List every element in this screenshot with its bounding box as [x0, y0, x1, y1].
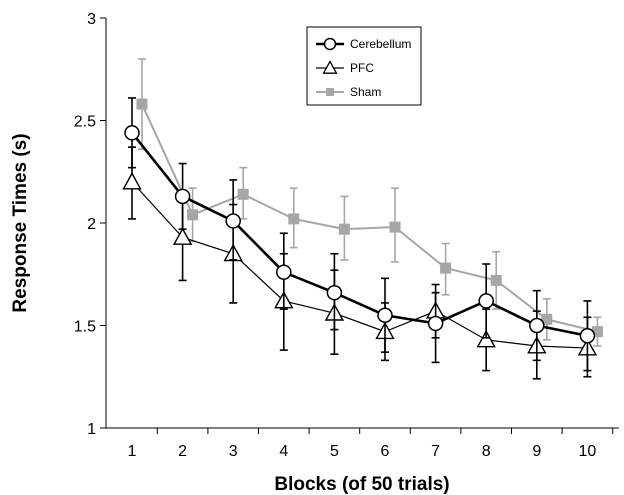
data-point	[476, 329, 496, 348]
y-axis-title: Response Times (s)	[10, 133, 31, 312]
data-point	[478, 293, 494, 309]
circle-marker-icon	[323, 37, 337, 51]
x-tick-label: 6	[381, 443, 390, 460]
legend: Cerebellum PFC Sham	[306, 26, 422, 106]
x-tick-label: 7	[431, 443, 440, 460]
data-point	[377, 307, 393, 323]
data-point	[529, 317, 545, 334]
x-tick-label: 8	[482, 443, 491, 460]
data-point	[338, 223, 350, 235]
data-point	[490, 274, 502, 286]
series-layer	[122, 58, 603, 380]
y-tick-label: 1.5	[74, 319, 96, 336]
data-point	[136, 98, 148, 110]
x-tick-label: 10	[579, 443, 597, 460]
axes: 1 1.5 2 2.5 3 1 2 3 4 5 6 7 8 9 10	[74, 11, 619, 460]
data-point	[427, 315, 444, 332]
legend-label: Sham	[350, 85, 381, 99]
series-line	[130, 131, 588, 338]
data-point	[288, 213, 300, 225]
legend-marker	[322, 60, 338, 74]
series-line	[131, 181, 588, 349]
y-tick-label: 2.5	[74, 114, 96, 131]
data-point	[237, 188, 249, 200]
data-point	[541, 313, 553, 325]
y-tick-label: 3	[87, 11, 96, 28]
series-cerebellum	[124, 97, 596, 372]
data-point	[172, 227, 193, 245]
x-tick-label: 2	[178, 443, 187, 460]
x-tick-label: 3	[229, 443, 238, 460]
data-point	[174, 188, 191, 205]
series-pfc	[122, 146, 598, 380]
data-point	[389, 221, 401, 233]
x-tick-label: 4	[279, 443, 288, 460]
y-tick-label: 1	[87, 421, 96, 438]
data-point	[124, 125, 140, 141]
data-point	[326, 284, 343, 301]
legend-marker	[323, 37, 337, 51]
x-tick-label: 1	[128, 443, 137, 460]
legend-marker	[326, 88, 334, 96]
legend-label: PFC	[350, 61, 374, 75]
data-point	[187, 209, 199, 221]
data-point	[276, 264, 292, 280]
x-tick-label: 9	[532, 443, 541, 460]
series-line	[141, 103, 598, 333]
data-point	[440, 262, 452, 274]
y-tick-label: 2	[87, 216, 96, 233]
x-tick-label: 5	[330, 443, 339, 460]
triangle-marker-icon	[322, 60, 338, 74]
data-point	[225, 213, 241, 229]
data-point	[579, 328, 596, 344]
legend-label: Cerebellum	[350, 37, 411, 51]
square-marker-icon	[326, 88, 334, 96]
data-point	[122, 172, 142, 190]
x-axis-title: Blocks (of 50 trials)	[274, 474, 449, 495]
series-sham	[136, 58, 603, 347]
